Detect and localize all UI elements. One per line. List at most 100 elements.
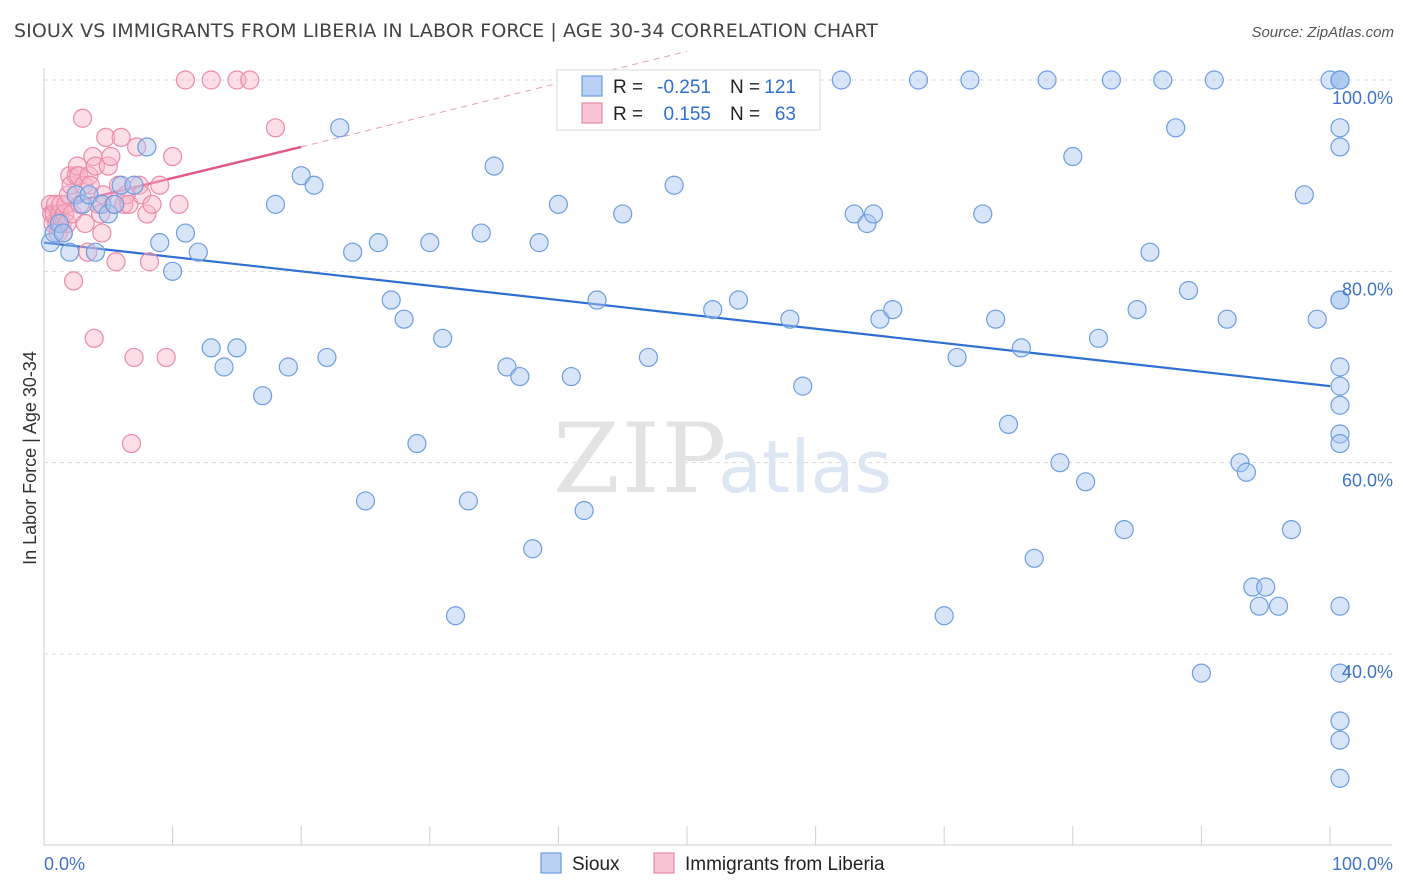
legend-n-label: N = <box>730 104 760 125</box>
point-sioux <box>188 242 208 262</box>
correlation-legend: R = -0.251 N = 121 R = 0.155 N = 63 <box>556 69 821 131</box>
point-sioux <box>908 70 929 90</box>
chart-title: SIOUX VS IMMIGRANTS FROM LIBERIA IN LABO… <box>14 20 878 42</box>
point-sioux <box>471 223 491 243</box>
point-sioux <box>330 118 350 138</box>
point-immigrants-from-liberia <box>240 70 260 90</box>
series-legend: Sioux Immigrants from Liberia <box>540 852 885 875</box>
point-sioux <box>1256 577 1276 597</box>
y-tick-labels: 100.0% 80.0% 60.0% 40.0% <box>1332 88 1393 682</box>
point-sioux <box>85 242 106 262</box>
point-sioux <box>381 290 401 310</box>
point-sioux <box>1330 357 1350 377</box>
point-immigrants-from-liberia <box>74 175 94 195</box>
point-sioux <box>124 175 144 195</box>
point-sioux <box>973 204 993 224</box>
point-immigrants-from-liberia <box>126 137 147 157</box>
watermark-zip: ZIP <box>553 403 728 515</box>
point-immigrants-from-liberia <box>169 194 189 214</box>
point-immigrants-from-liberia <box>132 185 152 205</box>
y-tick-label: 40.0% <box>1342 662 1393 682</box>
point-sioux <box>304 175 324 195</box>
point-immigrants-from-liberia <box>80 175 100 195</box>
point-immigrants-from-liberia <box>150 175 170 195</box>
point-sioux <box>523 539 543 559</box>
point-immigrants-from-liberia <box>139 252 160 272</box>
point-sioux <box>1140 242 1160 262</box>
point-immigrants-from-liberia <box>96 127 116 147</box>
y-tick-label: 100.0% <box>1332 88 1393 108</box>
point-immigrants-from-liberia <box>90 204 111 224</box>
point-sioux <box>49 213 70 234</box>
point-sioux <box>1249 596 1269 616</box>
point-sioux <box>291 166 311 186</box>
point-sioux <box>960 70 980 90</box>
point-sioux <box>137 137 157 157</box>
point-sioux <box>1088 328 1109 348</box>
point-sioux <box>986 309 1006 329</box>
point-sioux <box>1330 663 1350 683</box>
series-sioux <box>40 70 1350 788</box>
point-sioux <box>1076 472 1096 492</box>
point-sioux <box>458 491 478 511</box>
legend-r-value: -0.251 <box>657 77 711 98</box>
series-immigrants-from-liberia <box>40 70 286 454</box>
point-sioux <box>1127 300 1147 320</box>
point-sioux <box>105 194 125 214</box>
point-sioux <box>1166 118 1186 138</box>
point-sioux <box>1230 453 1250 473</box>
bottom-legend-label-liberia: Immigrants from Liberia <box>685 854 885 875</box>
point-immigrants-from-liberia <box>121 433 142 454</box>
point-sioux <box>1037 70 1057 90</box>
point-sioux <box>1330 711 1350 731</box>
point-sioux <box>1330 118 1350 138</box>
point-sioux <box>1330 395 1350 415</box>
point-sioux <box>510 366 530 387</box>
point-sioux <box>870 309 890 329</box>
point-sioux <box>1114 520 1134 540</box>
legend-swatch-liberia <box>581 102 603 124</box>
x-tick-label: 0.0% <box>44 854 85 874</box>
point-sioux <box>883 300 903 320</box>
point-sioux <box>1330 376 1350 396</box>
point-sioux <box>445 606 466 626</box>
point-immigrants-from-liberia <box>124 347 144 368</box>
point-immigrants-from-liberia <box>201 70 221 90</box>
legend-r-value: 0.155 <box>663 104 711 125</box>
point-immigrants-from-liberia <box>175 70 196 90</box>
point-sioux <box>1217 309 1237 329</box>
point-sioux <box>548 194 569 214</box>
point-sioux <box>201 338 221 358</box>
point-sioux <box>150 233 170 253</box>
y-tick-label: 80.0% <box>1342 279 1393 299</box>
bottom-legend-swatch-sioux <box>540 852 562 874</box>
point-sioux <box>703 300 723 320</box>
point-immigrants-from-liberia <box>111 127 131 147</box>
point-sioux <box>355 491 376 511</box>
point-sioux <box>1330 596 1350 616</box>
point-sioux <box>780 309 800 329</box>
point-immigrants-from-liberia <box>75 213 95 234</box>
point-sioux <box>79 185 99 205</box>
chart-source: Source: ZipAtlas.com <box>1251 24 1394 41</box>
point-immigrants-from-liberia <box>106 252 126 272</box>
point-immigrants-from-liberia <box>156 347 176 368</box>
point-sioux <box>1320 70 1340 90</box>
point-sioux <box>1330 70 1350 90</box>
point-sioux <box>1178 280 1199 301</box>
trend-line-liberia-extension <box>301 50 688 148</box>
point-sioux <box>72 194 93 214</box>
point-sioux <box>407 433 427 454</box>
gridlines <box>44 79 1392 655</box>
point-sioux <box>1236 462 1257 482</box>
watermark-atlas: atlas <box>718 425 892 509</box>
point-sioux <box>844 204 864 224</box>
point-sioux <box>1204 70 1224 90</box>
point-sioux <box>934 606 954 626</box>
point-sioux <box>1153 70 1173 90</box>
point-sioux <box>728 290 749 310</box>
legend-n-value: 63 <box>775 104 796 125</box>
point-sioux <box>497 357 517 377</box>
point-immigrants-from-liberia <box>137 204 157 224</box>
